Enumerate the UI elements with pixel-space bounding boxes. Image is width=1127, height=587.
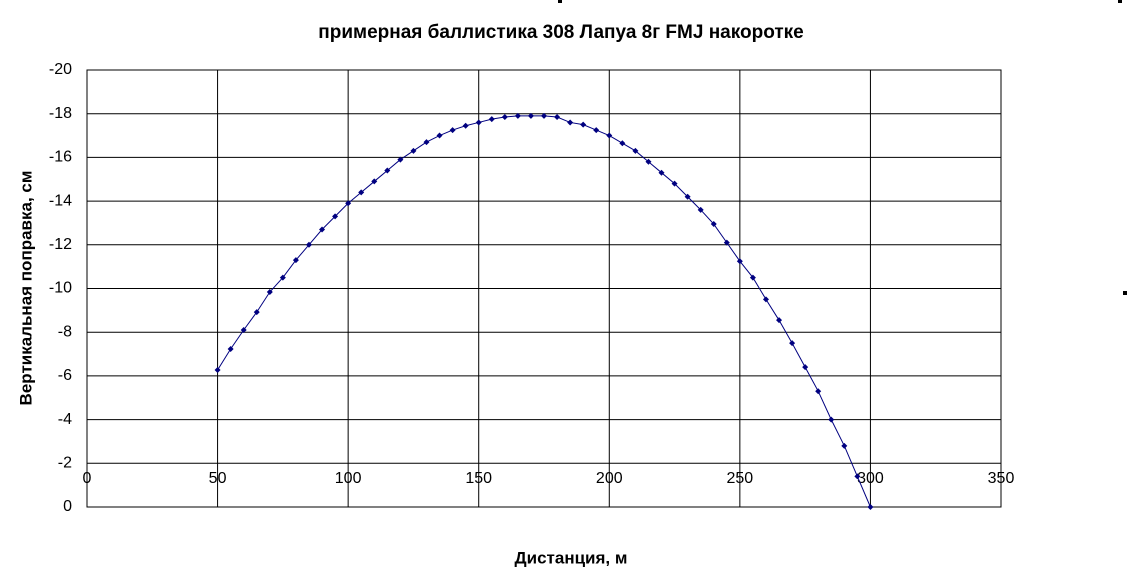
data-point xyxy=(410,147,417,154)
data-point xyxy=(501,113,508,120)
data-point xyxy=(305,241,312,248)
data-point xyxy=(815,388,822,395)
data-point xyxy=(358,189,365,196)
data-point xyxy=(802,364,809,371)
y-tick-label: -12 xyxy=(49,236,72,253)
data-point xyxy=(227,346,234,353)
y-tick-label: -10 xyxy=(49,280,72,297)
series-line xyxy=(217,115,871,508)
y-tick-label: -20 xyxy=(49,61,72,78)
artifact xyxy=(558,0,562,3)
data-point xyxy=(292,257,299,264)
data-point xyxy=(423,139,430,146)
artifact xyxy=(1118,0,1122,3)
y-axis-title: Вертикальная поправка, см xyxy=(16,171,35,406)
y-tick-label: -14 xyxy=(49,192,72,209)
data-point xyxy=(514,112,521,119)
data-point xyxy=(736,258,743,265)
data-point xyxy=(867,504,874,510)
y-tick-label: -18 xyxy=(49,105,72,122)
data-point xyxy=(436,132,443,139)
data-point xyxy=(319,226,326,233)
y-tick-label: -4 xyxy=(58,411,72,428)
data-point xyxy=(776,317,783,324)
data-point xyxy=(749,274,756,281)
data-point xyxy=(710,221,717,228)
data-point xyxy=(371,178,378,185)
data-point xyxy=(567,119,574,126)
data-point xyxy=(488,116,495,123)
data-point xyxy=(554,113,561,120)
data-point xyxy=(841,442,848,449)
data-point xyxy=(541,112,547,119)
data-point xyxy=(475,119,482,126)
y-tick-label: -6 xyxy=(58,367,72,384)
data-point xyxy=(854,473,861,480)
x-axis-title: Дистанция, м xyxy=(515,548,628,567)
data-point xyxy=(580,121,587,128)
data-point xyxy=(397,156,404,163)
data-point xyxy=(645,158,652,165)
y-tick-label: -16 xyxy=(49,149,72,166)
y-tick-label: -8 xyxy=(58,323,72,340)
data-point xyxy=(462,122,469,129)
y-tick-label: -2 xyxy=(58,455,72,472)
data-point xyxy=(345,200,352,207)
data-point xyxy=(214,367,221,374)
data-point xyxy=(332,213,339,220)
data-point xyxy=(279,274,286,281)
data-point xyxy=(240,327,247,334)
data-point xyxy=(828,416,835,423)
data-point xyxy=(671,180,678,187)
data-point xyxy=(723,239,730,246)
data-point xyxy=(658,169,665,176)
y-tick-label: 0 xyxy=(63,498,72,515)
chart-title: примерная баллистика 308 Лапуа 8г FMJ на… xyxy=(318,22,803,43)
data-point xyxy=(619,140,626,147)
data-point xyxy=(253,309,260,316)
data-point xyxy=(384,167,391,174)
data-point xyxy=(684,193,691,200)
data-point xyxy=(762,296,769,303)
data-point xyxy=(593,127,600,134)
data-point xyxy=(632,147,639,154)
data-point xyxy=(697,206,704,213)
data-point xyxy=(266,288,273,295)
data-point xyxy=(606,132,613,139)
data-point xyxy=(789,340,796,347)
data-point xyxy=(449,127,456,134)
artifact xyxy=(1123,291,1127,295)
data-point xyxy=(527,112,534,119)
